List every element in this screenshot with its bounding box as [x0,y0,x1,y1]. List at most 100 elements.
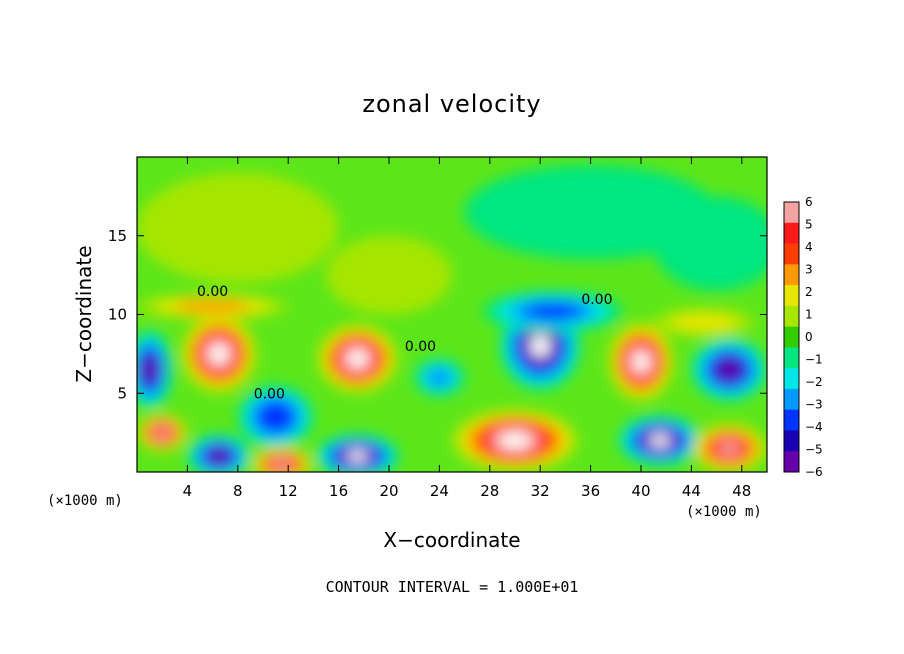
field-level-ring [636,356,646,367]
colorbar-swatch [784,368,799,390]
colorbar-label: 3 [805,263,813,277]
field-blob [250,446,314,472]
colorbar-label: −2 [805,375,823,389]
colorbar-swatch [784,285,799,307]
field-blob [181,314,257,394]
field-level-ring [718,360,740,379]
field-level-ring [525,303,581,320]
x-tick-label: 44 [682,482,701,500]
colorbar-label: −4 [805,420,823,434]
field-blob [315,434,400,472]
x-tick-label: 12 [279,482,298,500]
y-tick-label: 15 [108,227,127,245]
field-blob [187,434,251,472]
field-level-ring [272,459,291,470]
field-blob [414,358,465,397]
field-blob [137,172,339,283]
colorbar-swatch [784,264,799,286]
contour-zero-label: 0.00 [197,284,228,300]
colorbar-label: −6 [805,465,823,479]
field-level-ring [653,196,767,291]
colorbar-swatch [784,202,799,224]
field-blob [326,235,452,315]
x-tick-label: 28 [480,482,499,500]
contour-labels: 0.00 0.00 0.00 0.00 [197,284,612,402]
x-tick-label: 32 [531,482,550,500]
y-tick-label: 5 [117,384,127,402]
colorbar-label: 2 [805,285,813,299]
colorbar-label: −1 [805,353,823,367]
x-tick-label: 4 [183,482,193,500]
colorbar-label: 4 [805,240,813,254]
field-blob [483,290,623,332]
field-level-ring [143,358,157,381]
colorbar-swatch [784,451,799,473]
field-blob [618,415,702,466]
velocity-field [137,164,767,472]
colorbar-frame [783,201,800,473]
colorbar-swatch [784,305,799,327]
y-axis-title: Z−coordinate [72,245,96,382]
x-tick-label: 40 [631,482,650,500]
field-level-ring [326,235,452,315]
x-tick-label: 8 [233,482,243,500]
x-tick-label: 48 [732,482,751,500]
colorbar-label: −3 [805,398,823,412]
field-blob [137,413,188,452]
x-tick-label: 16 [329,482,348,500]
colorbar-label: −5 [805,443,823,457]
chart-title: zonal velocity [362,90,541,118]
colorbar-swatch [784,326,799,348]
contour-zero-label: 0.00 [405,339,436,355]
field-level-ring [352,453,363,460]
colorbar-label: 6 [805,195,813,209]
field-level-ring [535,340,546,352]
field-level-ring [137,172,339,283]
field-level-ring [507,436,523,445]
field-level-ring [670,312,738,332]
field-level-ring [263,406,289,428]
field-level-ring [718,441,740,456]
field-blob [137,330,173,409]
field-level-ring [426,368,452,387]
field-blob [137,294,289,320]
x-unit-label: (×1000 m) [47,493,123,509]
contour-zero-label: 0.00 [254,386,285,402]
x-tick-label: 20 [379,482,398,500]
field-level-ring [464,164,717,260]
field-blob [464,164,717,260]
x-axis-title: X−coordinate [383,528,520,552]
field-level-ring [352,354,363,363]
field-blob [653,196,767,291]
colorbar-swatch [784,347,799,369]
colorbar-swatch [784,430,799,452]
field-level-ring [214,348,224,359]
z-unit-label: (×1000 m) [686,504,762,520]
x-tick-label: 36 [581,482,600,500]
field-blob [608,322,674,402]
contour-interval-footer: CONTOUR INTERVAL = 1.000E+01 [326,578,579,596]
colorbar: 6 5 4 3 2 1 0 −1 −2 −3 −4 −5 −6 [783,195,823,479]
colorbar-swatch [784,388,799,410]
field-blob [317,323,398,394]
field-blob [452,409,578,472]
colorbar-swatch [784,243,799,265]
field-level-ring [155,427,170,439]
x-axis-ticks: 4 8 12 16 20 24 28 32 36 40 44 48 [183,157,751,500]
y-axis-ticks: 5 10 15 [108,227,767,402]
field-level-ring [209,449,228,463]
field-blob [691,423,767,472]
colorbar-swatch [784,222,799,244]
x-tick-label: 24 [430,482,449,500]
y-tick-label: 10 [108,306,127,324]
colorbar-label: 0 [805,330,813,344]
field-blob [653,308,755,337]
colorbar-label: 1 [805,308,813,322]
field-level-ring [174,300,251,313]
colorbar-swatch [784,409,799,431]
field-blob [691,338,767,402]
field-level-ring [654,437,666,444]
plot-area [137,157,767,472]
colorbar-label: 5 [805,218,813,232]
